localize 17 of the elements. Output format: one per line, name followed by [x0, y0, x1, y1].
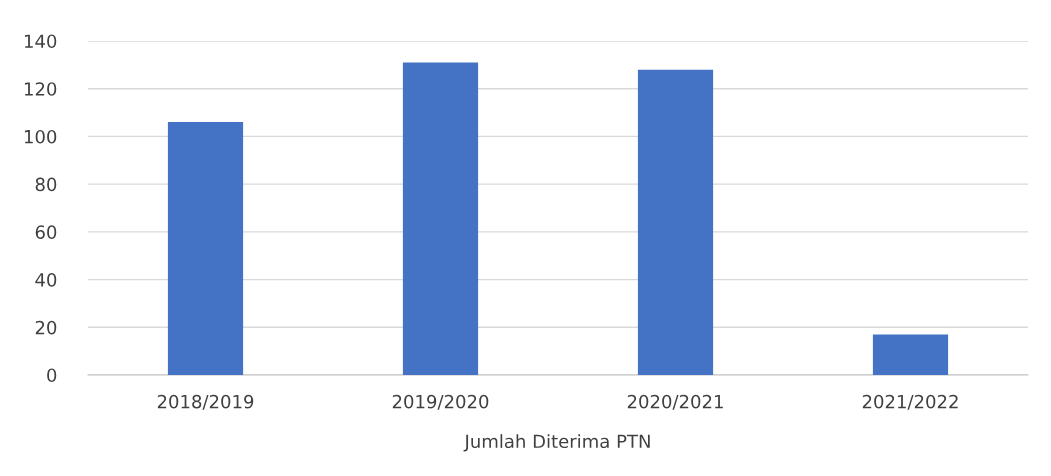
y-tick-label: 20 — [35, 320, 57, 335]
bar — [637, 69, 714, 375]
y-tick-label: 0 — [47, 368, 57, 383]
y-tick-label: 100 — [24, 129, 57, 144]
y-tick-label: 60 — [35, 225, 57, 239]
bar — [167, 122, 244, 375]
x-tick-label: 2019/2020 — [392, 394, 489, 410]
x-axis-title: Jumlah Diterima PTN — [463, 434, 650, 452]
y-tick-label: 140 — [24, 34, 57, 49]
y-tick-label: 40 — [35, 273, 57, 287]
y-tick-label: 80 — [35, 177, 57, 192]
y-tick-label: 120 — [24, 82, 57, 96]
x-tick-label: 2021/2022 — [862, 394, 958, 410]
x-tick-label: 2020/2021 — [627, 394, 723, 410]
bar — [402, 62, 479, 375]
bar — [872, 334, 949, 375]
x-tick-label: 2018/2019 — [157, 394, 254, 410]
